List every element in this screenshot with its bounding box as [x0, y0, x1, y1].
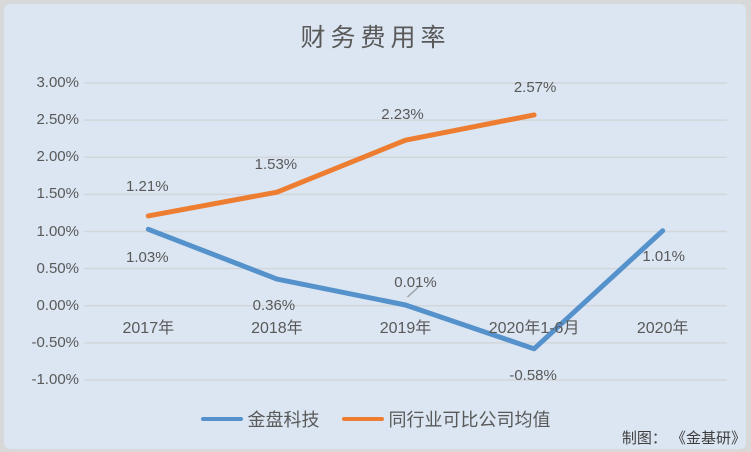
- y-tick-label: 2.00%: [36, 148, 79, 166]
- chart-title: 财务费用率: [300, 24, 451, 52]
- data-label: 2.57%: [513, 78, 557, 96]
- legend-label: 金盘科技: [247, 410, 320, 430]
- x-axis-label: 2017年: [122, 320, 175, 337]
- series-line-0: [145, 226, 666, 352]
- y-tick-label: -1.00%: [31, 371, 79, 388]
- y-tick-label: 0.00%: [36, 296, 79, 314]
- x-axis-label: 2019年: [379, 320, 432, 337]
- data-label: 1.53%: [254, 156, 298, 174]
- legend-swatch-icon: [200, 417, 243, 421]
- y-tick-label: 0.50%: [36, 259, 79, 277]
- x-axis-label: 2020年1-6月: [488, 320, 580, 337]
- data-label: 1.01%: [642, 247, 685, 265]
- data-label: 0.36%: [252, 297, 296, 315]
- y-tick-label: 1.00%: [36, 222, 79, 240]
- x-axis-label: 2020年: [636, 320, 689, 337]
- y-tick-label: 3.00%: [36, 74, 79, 91]
- credit-text: 制图： 《金基研》: [621, 430, 746, 447]
- data-label: 0.01%: [394, 274, 437, 291]
- y-tick-label: -0.50%: [31, 333, 79, 351]
- data-label: 2.23%: [381, 106, 424, 124]
- series-line-1: [145, 112, 537, 219]
- legend-item-1: 同行业可比公司均值: [341, 406, 551, 432]
- data-label: 1.21%: [126, 177, 169, 195]
- legend-swatch-icon: [341, 417, 384, 421]
- legend-item-0: 金盘科技: [200, 406, 320, 432]
- legend: 金盘科技 同行业可比公司均值: [0, 406, 751, 432]
- data-label: 1.03%: [126, 249, 169, 267]
- y-tick-label: 1.50%: [36, 185, 79, 203]
- legend-label: 同行业可比公司均值: [388, 410, 551, 430]
- label-leader-line: [406, 286, 420, 298]
- x-axis-label: 2018年: [251, 320, 303, 337]
- y-tick-label: 2.50%: [36, 111, 79, 129]
- chart-panel: [4, 4, 746, 449]
- data-label: -0.58%: [509, 366, 557, 384]
